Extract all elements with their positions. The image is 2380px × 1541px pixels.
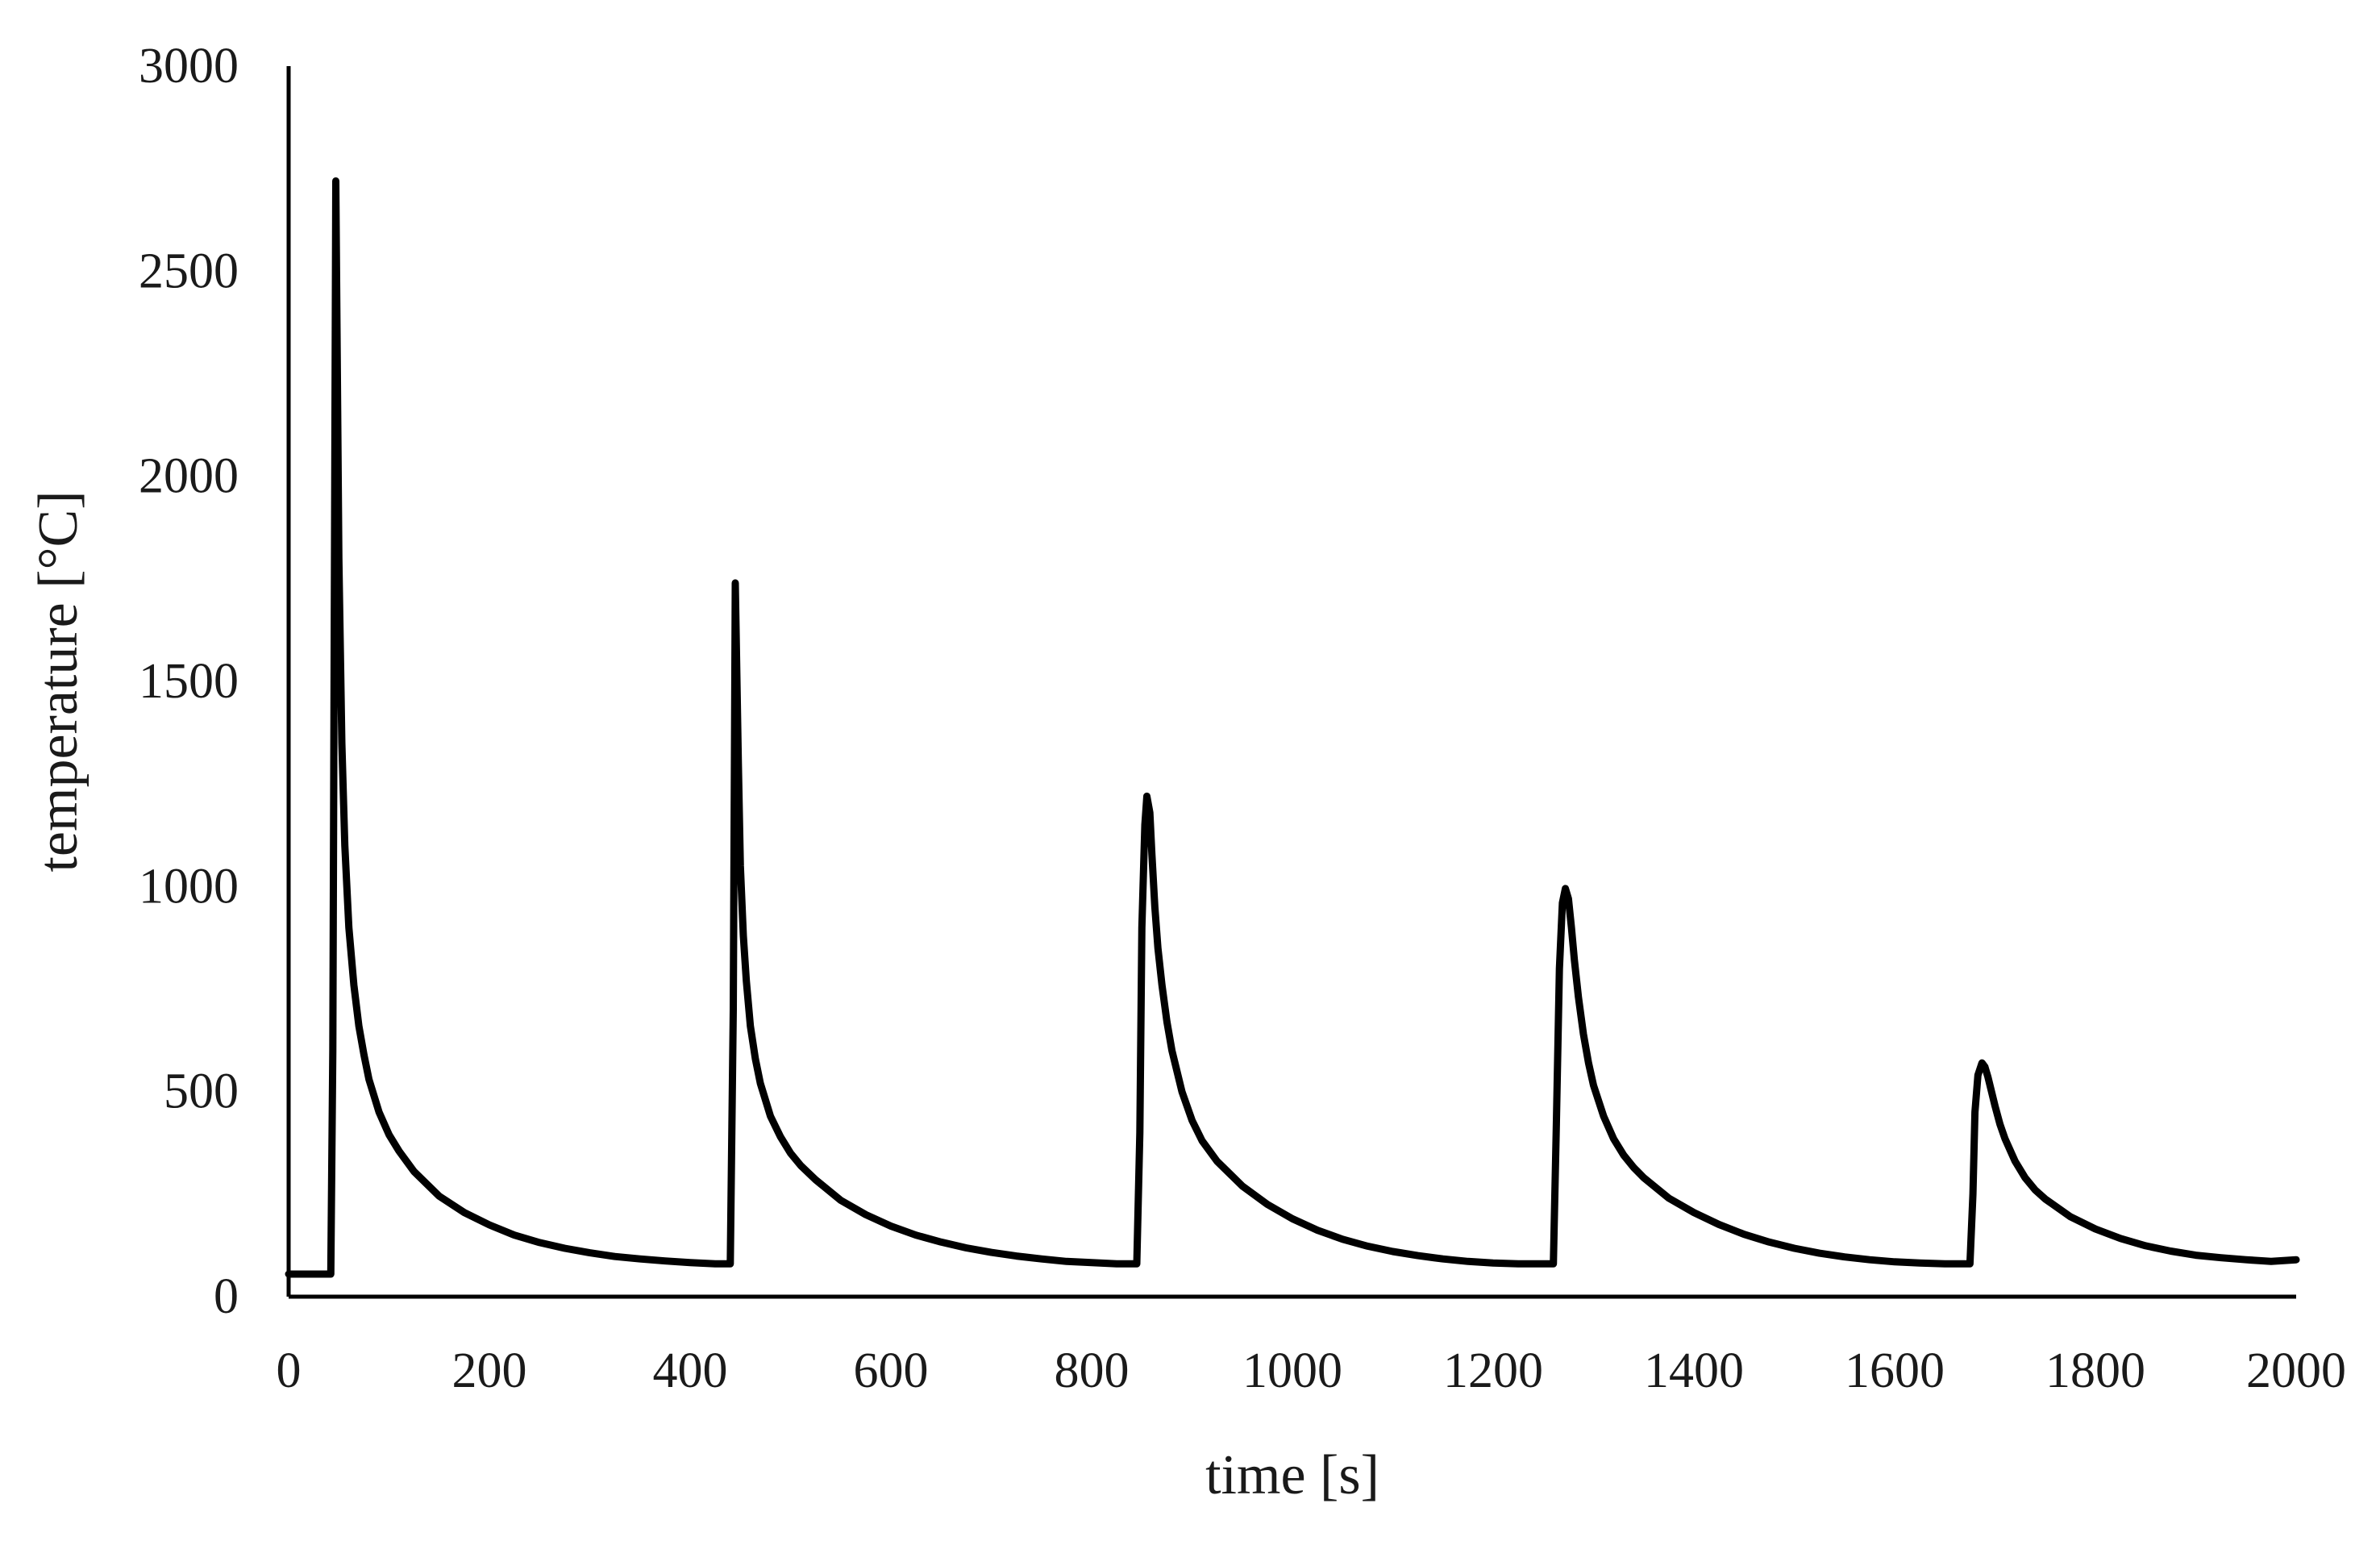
x-tick-labels: 0 200 400 600 800 1000 1200 1400 1600 1800 2000 (277, 1343, 2347, 1398)
x-tick-label: 1200 (1443, 1343, 1543, 1398)
x-tick-label: 400 (653, 1343, 728, 1398)
x-tick-label: 800 (1055, 1343, 1130, 1398)
temperature-series-line (285, 177, 2300, 1278)
series-group (285, 177, 2300, 1278)
y-tick-label: 1000 (139, 859, 239, 914)
x-tick-label: 200 (452, 1343, 527, 1398)
axes-group (286, 66, 2296, 1299)
x-tick-label: 0 (277, 1343, 302, 1398)
x-axis-title: time [s] (1205, 1444, 1379, 1506)
y-tick-label: 1500 (139, 654, 239, 709)
x-tick-label: 2000 (2246, 1343, 2346, 1398)
y-tick-label: 3000 (139, 39, 239, 94)
y-tick-label: 2000 (139, 449, 239, 504)
x-tick-label: 1400 (1644, 1343, 1744, 1398)
y-tick-label: 2500 (139, 244, 239, 298)
y-tick-label: 500 (164, 1064, 239, 1119)
x-tick-label: 1600 (1845, 1343, 1945, 1398)
x-tick-label: 1800 (2045, 1343, 2145, 1398)
y-tick-labels: 0 500 1000 1500 2000 2500 3000 (139, 39, 239, 1324)
x-tick-label: 1000 (1242, 1343, 1342, 1398)
y-tick-label: 0 (214, 1269, 239, 1324)
y-axis-title: temperature [°C] (27, 490, 89, 872)
x-tick-label: 600 (854, 1343, 929, 1398)
